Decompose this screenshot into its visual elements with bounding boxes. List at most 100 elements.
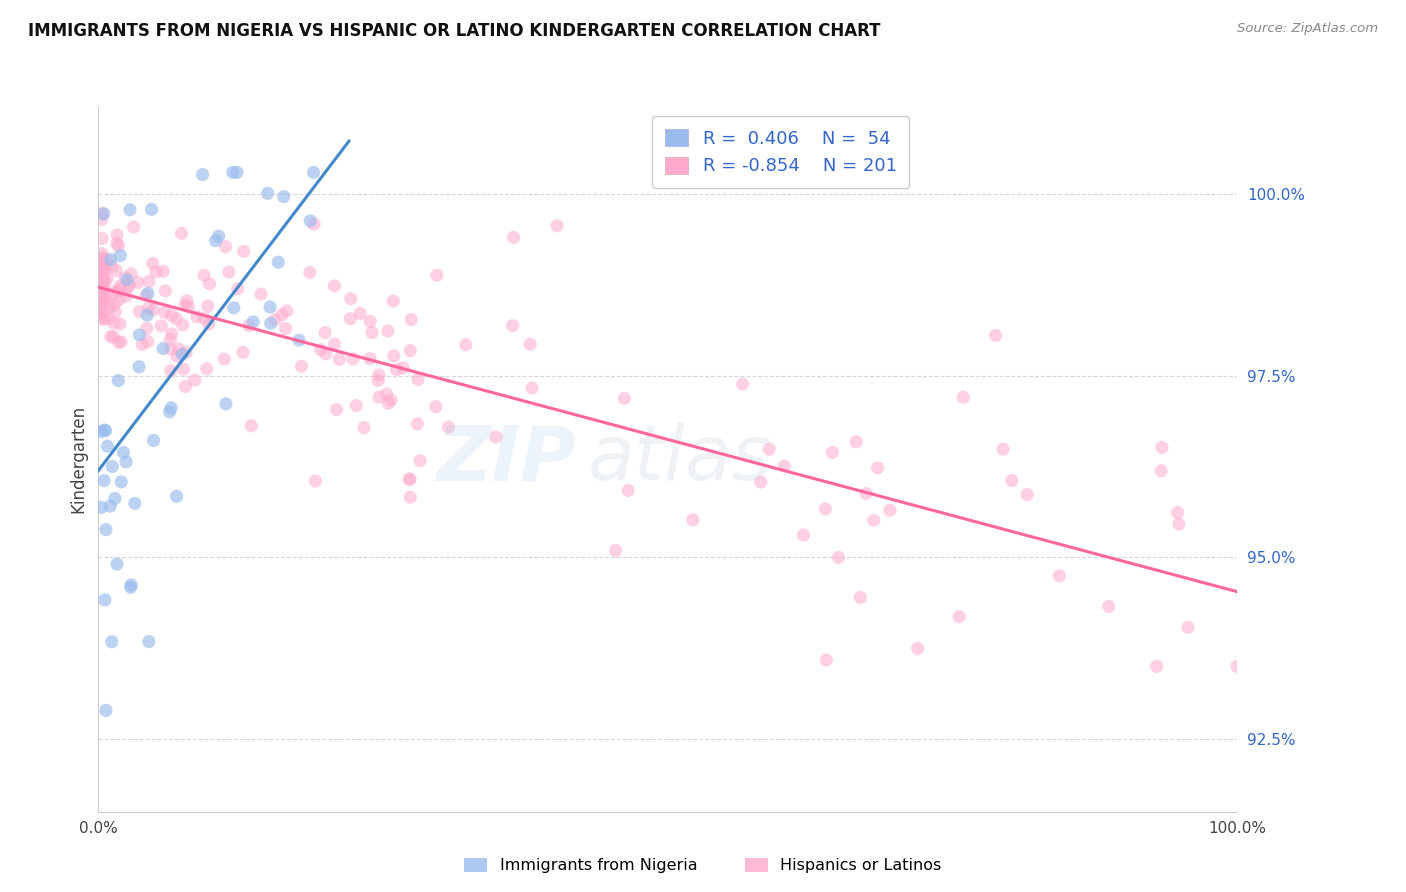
Point — [110, 248, 132, 262]
Point — [152, 264, 174, 278]
Point — [91, 255, 114, 269]
Point — [821, 445, 844, 459]
Point — [91, 206, 114, 220]
Text: IMMIGRANTS FROM NIGERIA VS HISPANIC OR LATINO KINDERGARTEN CORRELATION CHART: IMMIGRANTS FROM NIGERIA VS HISPANIC OR L… — [28, 22, 880, 40]
Point — [299, 214, 322, 228]
Point — [107, 239, 129, 253]
Point — [315, 347, 337, 361]
Point — [128, 327, 150, 342]
Point — [382, 349, 405, 363]
Point — [105, 263, 128, 277]
Point — [274, 321, 297, 335]
Point — [1098, 599, 1121, 614]
Point — [93, 261, 115, 276]
Point — [267, 255, 290, 269]
Point — [222, 165, 245, 179]
Point — [103, 329, 125, 343]
Point — [165, 311, 187, 326]
Point — [242, 315, 264, 329]
Point — [91, 256, 114, 270]
Point — [107, 335, 129, 350]
Point — [90, 309, 112, 323]
Point — [91, 277, 114, 292]
Point — [94, 523, 117, 537]
Point — [128, 359, 150, 374]
Point — [1150, 464, 1173, 478]
Legend: R =  0.406    N =  54, R = -0.854    N = 201: R = 0.406 N = 54, R = -0.854 N = 201 — [652, 116, 910, 188]
Point — [392, 360, 415, 375]
Point — [96, 271, 118, 285]
Point — [304, 474, 326, 488]
Point — [128, 304, 150, 318]
Point — [232, 244, 254, 259]
Point — [226, 282, 249, 296]
Point — [339, 292, 361, 306]
Point — [399, 490, 422, 504]
Point — [984, 328, 1007, 343]
Point — [166, 489, 188, 503]
Point — [991, 442, 1014, 457]
Point — [104, 305, 127, 319]
Point — [93, 291, 115, 305]
Point — [1017, 487, 1039, 501]
Point — [167, 342, 190, 356]
Point — [91, 254, 114, 268]
Point — [382, 294, 405, 309]
Point — [399, 312, 422, 326]
Point — [425, 400, 447, 414]
Point — [107, 285, 129, 299]
Point — [118, 277, 141, 292]
Point — [138, 275, 160, 289]
Point — [866, 460, 889, 475]
Point — [127, 276, 149, 290]
Point — [131, 337, 153, 351]
Point — [879, 503, 901, 517]
Point — [135, 321, 157, 335]
Point — [107, 374, 129, 388]
Point — [118, 202, 141, 217]
Point — [91, 285, 114, 299]
Point — [103, 285, 125, 300]
Point — [226, 165, 249, 179]
Point — [138, 301, 160, 315]
Point — [174, 345, 197, 359]
Point — [160, 309, 183, 323]
Point — [138, 634, 160, 648]
Point — [96, 252, 118, 267]
Point — [792, 528, 814, 542]
Point — [385, 362, 408, 376]
Point — [93, 423, 115, 437]
Point — [142, 302, 165, 317]
Point — [222, 301, 245, 315]
Point — [749, 475, 772, 489]
Point — [93, 272, 115, 286]
Point — [907, 641, 929, 656]
Point — [91, 251, 114, 265]
Point — [117, 280, 139, 294]
Point — [948, 610, 970, 624]
Point — [159, 333, 181, 347]
Point — [177, 300, 200, 314]
Point — [173, 362, 195, 376]
Point — [91, 276, 114, 290]
Point — [328, 352, 350, 367]
Point — [176, 293, 198, 308]
Point — [1226, 659, 1249, 673]
Legend: Immigrants from Nigeria, Hispanics or Latinos: Immigrants from Nigeria, Hispanics or La… — [458, 851, 948, 880]
Point — [214, 352, 236, 367]
Point — [773, 458, 796, 473]
Point — [288, 333, 311, 347]
Point — [96, 285, 118, 300]
Point — [105, 557, 128, 571]
Point — [256, 186, 278, 201]
Point — [198, 277, 221, 291]
Point — [108, 292, 131, 306]
Point — [731, 377, 754, 392]
Point — [96, 439, 118, 453]
Point — [90, 212, 112, 227]
Y-axis label: Kindergarten: Kindergarten — [69, 405, 87, 514]
Point — [323, 337, 346, 351]
Point — [197, 299, 219, 313]
Point — [172, 318, 194, 332]
Point — [100, 634, 122, 648]
